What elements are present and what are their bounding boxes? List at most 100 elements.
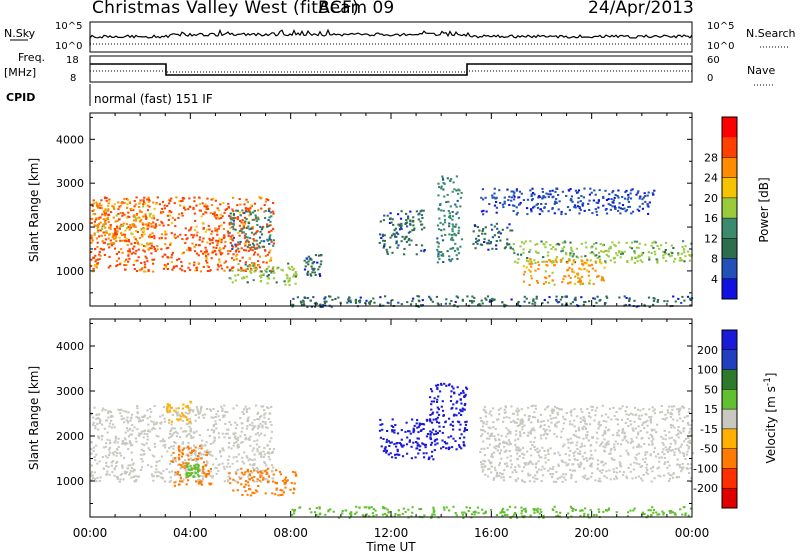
velocity-cell-0 [255,443,258,446]
velocity-cell-3 [261,472,264,475]
power-cell-0 [218,240,221,243]
power-cell-11 [421,304,424,307]
power-cell-4 [311,271,314,274]
power-cell-0 [200,215,203,218]
velocity-cell-8 [454,512,457,514]
power-cell-6 [437,208,440,211]
velocity-cell-0 [176,414,179,417]
power-cell-1 [132,214,136,217]
velocity-cell-7 [598,421,601,423]
power-cell-10 [518,203,521,206]
velocity-cell-7 [604,450,607,453]
velocity-cell-7 [645,413,648,416]
velocity-cell-0 [235,404,238,407]
power-cell-5 [404,223,407,225]
power-cell-10 [573,206,576,209]
power-cell-8 [618,250,621,253]
power-cell-5 [379,233,382,236]
power-cell-1 [98,202,101,205]
velocity-cell-7 [503,450,506,453]
power-cell-0 [146,227,149,230]
velocity-cell-7 [585,478,588,481]
velocity-cell-1 [198,452,201,455]
power-cell-3 [243,277,246,280]
power-cell-0 [241,219,244,222]
power-cell-10 [480,196,483,199]
velocity-cell-3 [259,470,262,473]
velocity-cell-8 [358,506,361,509]
power-cell-0 [211,230,214,233]
power-cell-10 [594,193,597,196]
power-cell-0 [205,250,209,253]
power-cell-10 [482,213,485,216]
power-cell-11 [653,297,656,300]
power-cell-8 [607,250,610,253]
velocity-cell-0 [90,441,93,444]
velocity-cell-0 [268,474,271,477]
power-cell-0 [111,232,114,235]
velocity-cell-7 [489,433,492,436]
power-cell-8 [527,260,530,263]
power-cell-1 [95,201,98,204]
power-cell-8 [572,252,575,255]
velocity-cell-7 [626,452,630,454]
velocity-cell-0 [161,414,164,417]
velocity-cell-7 [629,463,632,466]
velocity-cell-0 [194,450,197,453]
power-cell-3 [266,282,269,285]
velocity-cell-7 [681,419,684,422]
velocity-cell-8 [472,511,475,514]
power-cell-1 [106,216,109,219]
velocity-cell-7 [677,410,681,413]
power-cell-7 [491,247,494,250]
velocity-cell-5 [425,418,428,421]
power-cell-0 [123,239,126,242]
velocity-cell-1 [172,451,175,454]
velocity-cell-7 [568,458,571,461]
power-cell-11 [417,305,420,308]
power-cell-0 [216,263,220,266]
power-cell-11 [523,300,526,303]
velocity-cell-0 [193,457,196,460]
velocity-cell-8 [607,508,610,511]
velocity-cell-1 [178,474,181,477]
velocity-cell-3 [240,467,243,470]
velocity-cell-7 [532,416,535,418]
power-cell-5 [403,247,406,250]
nsky-panel: N.Sky 10^5 10^0 10^5 10^0 N.Search [4,21,796,53]
power-cell-0 [245,240,248,243]
velocity-cell-0 [220,455,223,458]
power-cell-0 [140,219,143,221]
velocity-cell-0 [150,420,153,423]
velocity-cell-0 [194,475,197,478]
velocity-cell-6 [441,439,444,442]
velocity-cell-0 [234,471,237,474]
power-cell-4 [318,273,321,276]
velocity-cell-6 [437,395,440,398]
velocity-cell-8 [489,508,493,511]
velocity-cell-0 [169,430,172,433]
power-cell-4 [305,261,308,264]
power-cell-5 [397,244,400,247]
colorbar-swatch [722,349,737,371]
power-cell-0 [136,231,139,233]
velocity-cell-0 [175,480,178,483]
power-cell-0 [238,243,241,246]
velocity-cell-1 [205,454,208,456]
velocity-cell-0 [93,406,96,409]
power-cell-0 [125,264,128,267]
power-cell-0 [266,223,269,226]
power-cell-8 [569,252,572,255]
power-cell-1 [119,204,122,207]
velocity-cell-7 [632,446,635,449]
power-cell-9 [559,259,563,261]
velocity-cell-8 [432,508,435,511]
colorbar-tick-label: 16 [704,212,718,225]
velocity-cell-6 [459,398,462,401]
velocity-cell-8 [473,513,476,516]
power-cell-11 [569,302,572,305]
velocity-cell-3 [240,471,243,474]
power-cell-0 [133,242,136,244]
power-cell-0 [103,241,106,244]
velocity-cell-7 [521,422,524,425]
